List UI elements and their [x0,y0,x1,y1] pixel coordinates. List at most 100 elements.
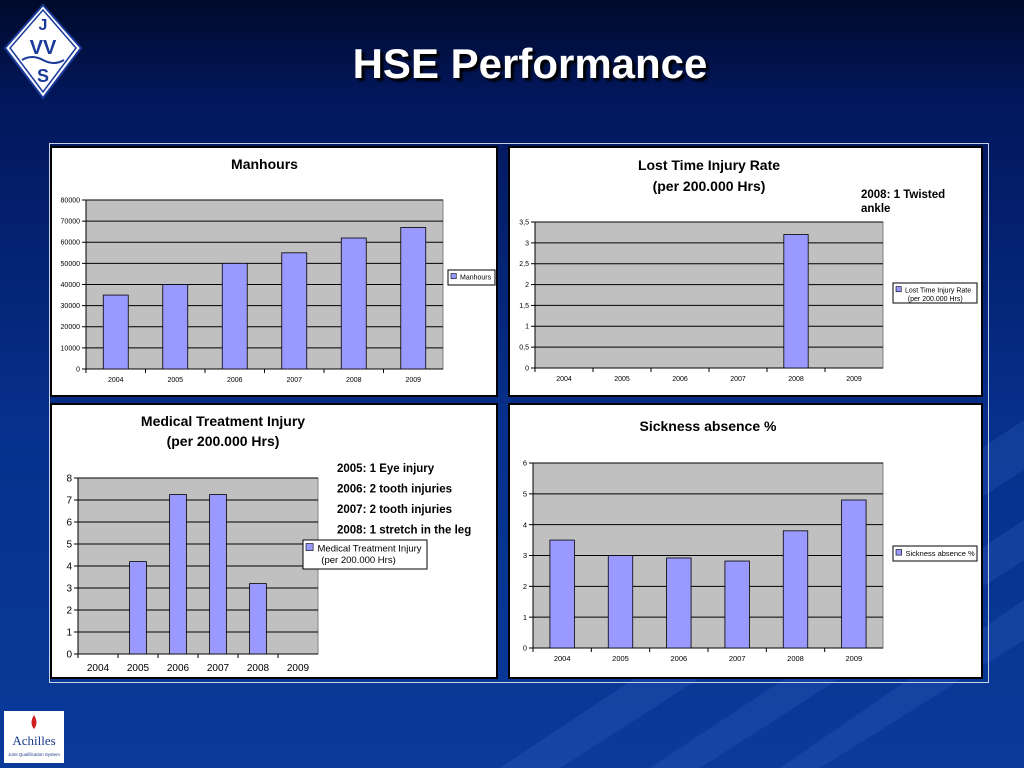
legend-box [892,282,978,304]
x-tick-label: 2009 [287,663,310,674]
annotation-text: ankle [861,203,890,215]
bar [724,560,750,649]
x-tick-label: 2006 [167,663,190,674]
y-tick-label: 1,5 [519,303,529,310]
slide-title: HSE Performance [352,40,708,87]
annotation-text: 2007: 2 tooth injuries [337,504,452,516]
svg-text:VV: VV [30,37,57,59]
bar [169,494,187,655]
y-tick-label: 0 [523,644,527,653]
y-tick-label: 0,5 [519,345,529,352]
bar [129,561,147,655]
medical-treatment-chart: Medical Treatment Injury (per 200.000 Hrs… [66,413,471,674]
y-tick-label: 7 [66,496,72,507]
svg-text:S: S [37,66,49,86]
y-tick-label: 1 [66,628,72,639]
svg-text:J: J [39,17,48,34]
chart-title: Manhours [231,156,298,172]
x-tick-label: 2007 [729,654,746,663]
y-tick-label: 0 [66,650,72,661]
y-tick-label: 6 [66,518,72,529]
achilles-logo: Achilles Joint Qualification System [4,711,64,763]
legend-label: Manhours [460,274,492,281]
x-tick-label: 2004 [556,376,572,383]
x-tick-label: 2005 [167,377,183,384]
legend-swatch [305,543,314,551]
plot-area [534,221,884,369]
manhours-chart: Manhours 0 10000 20000 30000 40000 50000 60000 7… [61,156,496,384]
legend-label: Sickness absence % [906,549,976,558]
y-tick-label: 5 [66,540,72,551]
y-tick-label: 70000 [61,219,81,226]
bar [783,234,809,369]
achilles-caption-text: Joint Qualification System [8,752,60,757]
bar [340,237,367,370]
y-tick-label: 40000 [61,282,81,289]
y-tick-label: 5 [523,489,527,498]
y-tick-label: 2 [66,606,72,617]
bar [162,284,189,370]
x-tick-label: 2004 [87,663,110,674]
y-tick-label: 2 [523,582,527,591]
legend-label-line2: (per 200.000 Hrs) [908,296,963,303]
bar [607,555,634,649]
y-tick-label: 10000 [61,345,81,352]
achilles-brand-text: Achilles [12,733,55,748]
chart-title: Medical Treatment Injury [141,413,305,429]
x-tick-label: 2007 [730,376,746,383]
x-tick-label: 2005 [612,654,629,663]
x-tick-label: 2009 [405,377,421,384]
sickness-absence-chart: Sickness absence % 0 1 2 3 4 5 6 2004 2005 2006 200… [523,418,978,663]
x-tick-label: 2006 [672,376,688,383]
annotation-text: 2008: 1 Twisted [861,189,945,201]
y-tick-label: 30000 [61,303,81,310]
y-tick-label: 6 [523,459,527,468]
bar [841,499,867,649]
x-tick-label: 2004 [554,654,571,663]
mti-chart-panel: Medical Treatment Injury (per 200.000 Hrs… [50,403,498,679]
bar [782,530,809,649]
x-tick-label: 2007 [286,377,302,384]
x-tick-label: 2007 [207,663,230,674]
bar [400,227,427,370]
lost-time-injury-chart: Lost Time Injury Rate (per 200.000 Hrs) 0 0… [519,157,978,383]
legend-swatch [895,549,902,556]
y-tick-label: 80000 [61,197,81,204]
x-tick-label: 2006 [227,377,243,384]
legend-box [302,539,428,570]
y-tick-label: 8 [66,474,72,485]
chart-subtitle: (per 200.000 Hrs) [167,433,280,449]
y-tick-label: 3 [66,584,72,595]
legend-label-line2: (per 200.000 Hrs) [321,555,395,566]
jvs-logo: J VV S [3,3,83,100]
x-tick-label: 2009 [845,654,862,663]
x-tick-label: 2008 [346,377,362,384]
y-tick-label: 4 [66,562,72,573]
y-tick-label: 50000 [61,261,81,268]
manhours-chart-panel: Manhours 0 10000 20000 30000 40000 50000 60000 7… [50,146,498,397]
y-tick-label: 0 [525,365,529,372]
chart-title: Lost Time Injury Rate [638,157,780,173]
lti-chart-panel: Lost Time Injury Rate (per 200.000 Hrs) 0 0… [508,146,983,397]
y-tick-label: 0 [76,366,80,373]
x-tick-label: 2009 [846,376,862,383]
bar [249,583,267,655]
bar [221,262,248,370]
legend-label: Lost Time Injury Rate [905,287,971,294]
chart-subtitle: (per 200.000 Hrs) [653,178,766,194]
y-tick-label: 3,5 [519,219,529,226]
y-tick-label: 1 [523,613,527,622]
y-tick-label: 3 [523,551,527,560]
bar [102,294,129,370]
legend-swatch [450,273,457,280]
sickness-chart-panel: Sickness absence % 0 1 2 3 4 5 6 2004 2005 2006 200… [508,403,983,679]
x-tick-label: 2008 [788,376,804,383]
bar [549,539,575,649]
chart-title: Sickness absence % [640,418,778,434]
charts-grid [49,143,989,683]
y-tick-label: 4 [523,520,527,529]
legend-box [892,545,978,562]
legend-swatch [895,286,902,293]
x-tick-label: 2008 [247,663,270,674]
annotation-text: 2005: 1 Eye injury [337,463,435,475]
